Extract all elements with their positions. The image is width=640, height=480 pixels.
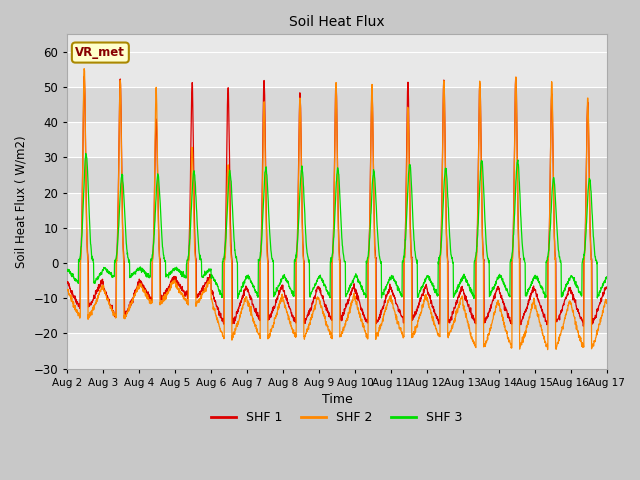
Bar — [67, 228, 607, 263]
Bar — [67, 192, 607, 228]
Bar — [67, 87, 607, 122]
Bar — [67, 52, 607, 87]
X-axis label: Time: Time — [321, 393, 353, 406]
Legend: SHF 1, SHF 2, SHF 3: SHF 1, SHF 2, SHF 3 — [206, 406, 468, 429]
Y-axis label: Soil Heat Flux ( W/m2): Soil Heat Flux ( W/m2) — [15, 135, 28, 268]
Bar — [67, 298, 607, 333]
Bar — [67, 333, 607, 369]
Bar — [67, 122, 607, 157]
Bar — [67, 157, 607, 192]
Text: VR_met: VR_met — [76, 46, 125, 59]
Title: Soil Heat Flux: Soil Heat Flux — [289, 15, 385, 29]
Bar — [67, 263, 607, 298]
